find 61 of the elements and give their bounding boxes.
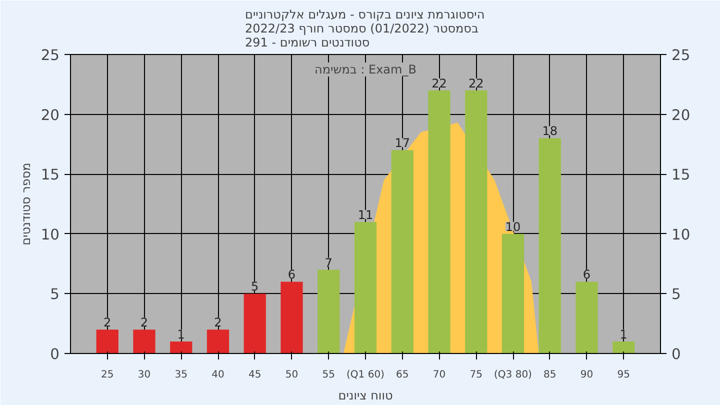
x-tick-label: 50 (285, 370, 298, 380)
x-tick-label: 70 (432, 370, 446, 380)
data-label: 7 (324, 256, 332, 270)
data-label: 2 (104, 316, 112, 330)
data-label: 22 (468, 76, 484, 90)
bar (133, 330, 156, 354)
x-axis-title: טווח ציונים (338, 388, 393, 402)
y-tick-label: 5 (50, 286, 60, 304)
y-tick-label: 20 (40, 106, 60, 124)
x-tick-label: 85 (544, 370, 556, 380)
bar (244, 294, 266, 354)
bar (170, 342, 192, 354)
data-label: 1 (620, 328, 628, 342)
x-tick-label: 65 (396, 370, 409, 380)
x-tick-label: (Q3 80) (494, 370, 532, 380)
bar (280, 282, 303, 354)
y-tick-label: 15 (40, 166, 60, 184)
x-tick-label: 95 (617, 370, 630, 380)
bar (96, 330, 118, 354)
data-label: 17 (394, 136, 410, 150)
y-tick-label: 10 (40, 226, 60, 244)
bar (428, 90, 450, 354)
x-tick-label: 45 (248, 370, 262, 380)
x-tick-label: (Q1 60) (346, 370, 385, 380)
y-axis-title: מספר סטודנטים (18, 162, 33, 246)
data-label: 11 (358, 208, 374, 222)
x-tick-label: 75 (470, 370, 482, 380)
bar (465, 90, 488, 354)
y2-tick-label: 5 (672, 286, 681, 304)
x-tick-label: 90 (580, 370, 594, 380)
bar (576, 282, 598, 354)
bar (391, 150, 414, 354)
data-label: 2 (214, 316, 222, 330)
y2-tick-label: 15 (672, 166, 690, 184)
y2-tick-label: 25 (672, 47, 690, 64)
x-tick-label: 30 (138, 370, 151, 380)
data-label: 5 (251, 280, 259, 294)
y2-tick-label: 10 (672, 226, 690, 244)
x-tick-label: 55 (322, 370, 335, 380)
y-tick-label: 0 (50, 346, 60, 363)
chart-title: היסטוגרמת ציונים בקורס - מעגלים אלקטרוניים בסמסטר (01/2022) סמסטר חורף 2022/23 סטודנטים רשומים - 291 (244, 8, 485, 50)
data-label: 1 (177, 328, 185, 342)
data-label: 10 (505, 220, 521, 234)
bar (612, 342, 635, 354)
bar (502, 234, 524, 354)
data-label: 18 (542, 124, 558, 138)
y2-tick-label: 20 (672, 106, 690, 124)
bar (354, 222, 377, 354)
x-tick-label: 25 (101, 370, 114, 380)
data-label: 2 (140, 316, 148, 330)
bar (538, 138, 561, 354)
y2-tick-label: 0 (672, 346, 681, 363)
data-label: 22 (432, 76, 447, 90)
bar (318, 270, 340, 354)
x-tick-label: 40 (212, 370, 224, 380)
y-tick-label: 25 (40, 47, 60, 64)
annotation: במשימה : Exam_B (314, 62, 416, 76)
data-label: 6 (288, 268, 296, 282)
data-label: 6 (582, 268, 591, 282)
x-tick-label: 35 (174, 370, 188, 380)
bar (206, 330, 230, 354)
